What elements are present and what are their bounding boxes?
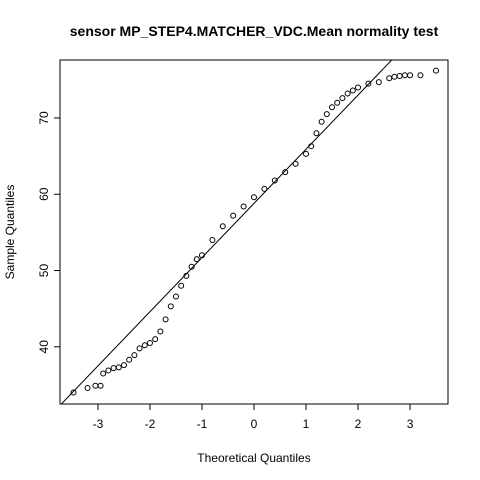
y-tick-label: 40 (37, 340, 51, 354)
point (183, 272, 190, 279)
y-tick-label: 50 (37, 264, 51, 278)
point (198, 252, 205, 259)
point (386, 75, 393, 82)
point (70, 389, 77, 396)
point (375, 79, 382, 86)
x-tick-label: 3 (407, 417, 414, 431)
point (433, 67, 440, 74)
point (105, 367, 112, 374)
point (219, 223, 226, 230)
point (167, 303, 174, 310)
point (240, 203, 247, 210)
x-tick-label: -2 (145, 417, 156, 431)
point (303, 150, 310, 157)
y-axis-label: Sample Quantiles (3, 185, 17, 280)
point (120, 362, 127, 369)
x-tick-label: -3 (93, 417, 104, 431)
point (334, 99, 341, 106)
point (126, 356, 133, 363)
point (365, 80, 372, 87)
point (162, 316, 169, 323)
point (292, 160, 299, 167)
point (193, 256, 200, 263)
x-axis-label: Theoretical Quantiles (197, 451, 310, 465)
point (136, 345, 143, 352)
point (172, 293, 179, 300)
point (115, 364, 122, 371)
point (417, 72, 424, 79)
point (100, 370, 107, 377)
point (355, 84, 362, 91)
point (152, 336, 159, 343)
point (323, 111, 330, 118)
point (339, 95, 346, 102)
qq-line (60, 60, 393, 404)
x-tick-label: -1 (197, 417, 208, 431)
point (329, 104, 336, 111)
y-tick-label: 70 (37, 111, 51, 125)
point (146, 339, 153, 346)
point (318, 118, 325, 125)
point (178, 282, 185, 289)
x-tick-label: 2 (355, 417, 362, 431)
point (131, 352, 138, 359)
point (308, 143, 315, 150)
chart-title: sensor MP_STEP4.MATCHER_VDC.Mean normali… (70, 23, 439, 39)
point (313, 130, 320, 137)
point (84, 384, 91, 391)
x-tick-label: 1 (303, 417, 310, 431)
point (97, 382, 104, 389)
point (261, 185, 268, 192)
point (407, 72, 414, 79)
point (349, 87, 356, 94)
point (344, 90, 351, 97)
point (157, 328, 164, 335)
point (188, 263, 195, 270)
point (271, 177, 278, 184)
point (230, 212, 237, 219)
point (251, 194, 257, 201)
plot-area (60, 60, 440, 404)
point (141, 342, 148, 349)
y-tick-label: 60 (37, 187, 51, 201)
x-tick-label: 0 (251, 417, 258, 431)
point (209, 237, 216, 244)
point (282, 169, 289, 176)
